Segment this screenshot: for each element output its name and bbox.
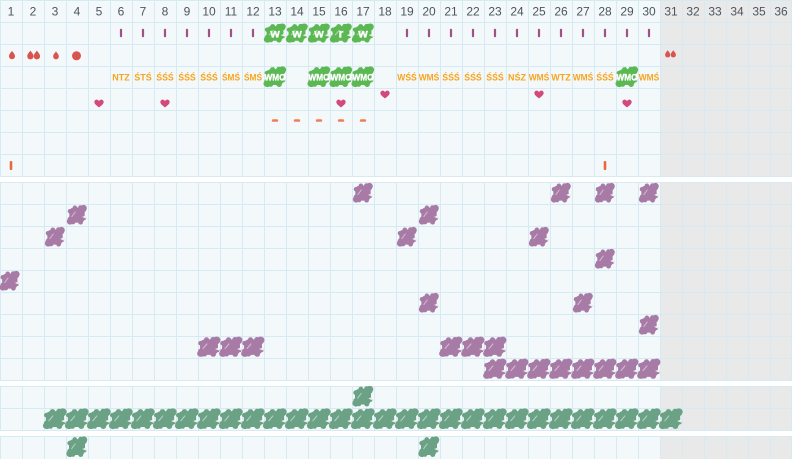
svg-text:WMO: WMO (309, 72, 330, 83)
svg-text:WMŚ: WMŚ (573, 71, 594, 83)
svg-text:ŚTŚ: ŚTŚ (134, 71, 152, 83)
svg-text:21: 21 (444, 4, 458, 18)
svg-text:13: 13 (268, 4, 282, 18)
svg-text:WMŚ: WMŚ (529, 71, 550, 83)
svg-text:ŚMŚ: ŚMŚ (244, 71, 262, 83)
svg-text:15: 15 (312, 4, 326, 18)
svg-text:3: 3 (52, 4, 59, 18)
svg-text:WMŚ: WMŚ (639, 71, 660, 83)
svg-text:WMO: WMO (617, 72, 638, 83)
svg-text:28: 28 (598, 4, 612, 18)
svg-text:4: 4 (74, 4, 81, 18)
svg-text:WMO: WMO (265, 72, 286, 83)
svg-text:ŚŚŚ: ŚŚŚ (464, 71, 482, 83)
svg-text:ŚŚŚ: ŚŚŚ (596, 71, 614, 83)
svg-text:WMŚ: WMŚ (419, 71, 440, 83)
svg-text:34: 34 (730, 4, 744, 18)
svg-text:20: 20 (422, 4, 436, 18)
svg-text:19: 19 (400, 4, 414, 18)
svg-text:7: 7 (140, 4, 147, 18)
svg-text:8: 8 (162, 4, 169, 18)
svg-text:w: w (313, 26, 324, 40)
svg-text:25: 25 (532, 4, 546, 18)
svg-text:12: 12 (246, 4, 260, 18)
svg-text:24: 24 (510, 4, 524, 18)
svg-text:WMO: WMO (331, 72, 352, 83)
svg-text:14: 14 (290, 4, 304, 18)
svg-text:ŚMŚ: ŚMŚ (222, 71, 240, 83)
svg-text:31: 31 (664, 4, 678, 18)
svg-text:29: 29 (620, 4, 634, 18)
svg-text:ŚŚŚ: ŚŚŚ (200, 71, 218, 83)
svg-text:NTZ: NTZ (112, 72, 130, 83)
svg-text:26: 26 (554, 4, 568, 18)
svg-text:WMO: WMO (353, 72, 374, 83)
svg-text:ŚŚŚ: ŚŚŚ (442, 71, 460, 83)
svg-text:36: 36 (774, 4, 788, 18)
svg-text:33: 33 (708, 4, 722, 18)
svg-text:WTZ: WTZ (551, 72, 571, 83)
svg-text:2: 2 (30, 4, 37, 18)
svg-text:30: 30 (642, 4, 656, 18)
svg-text:w: w (357, 26, 368, 40)
svg-text:r: r (339, 26, 344, 40)
svg-text:ŚŚŚ: ŚŚŚ (178, 71, 196, 83)
svg-text:5: 5 (96, 4, 103, 18)
svg-text:27: 27 (576, 4, 590, 18)
svg-text:NŚZ: NŚZ (508, 71, 526, 83)
svg-text:w: w (269, 26, 280, 40)
svg-text:22: 22 (466, 4, 480, 18)
svg-text:1: 1 (8, 4, 15, 18)
svg-text:w: w (291, 26, 302, 40)
svg-text:35: 35 (752, 4, 766, 18)
svg-text:ŚŚŚ: ŚŚŚ (486, 71, 504, 83)
svg-text:32: 32 (686, 4, 700, 18)
svg-text:23: 23 (488, 4, 502, 18)
svg-text:10: 10 (202, 4, 216, 18)
svg-text:9: 9 (184, 4, 191, 18)
svg-text:WŚŚ: WŚŚ (397, 71, 417, 83)
svg-text:6: 6 (118, 4, 125, 18)
svg-text:17: 17 (356, 4, 370, 18)
svg-text:11: 11 (225, 4, 238, 18)
svg-text:16: 16 (334, 4, 348, 18)
svg-text:ŚŚŚ: ŚŚŚ (156, 71, 174, 83)
svg-text:18: 18 (378, 4, 392, 18)
